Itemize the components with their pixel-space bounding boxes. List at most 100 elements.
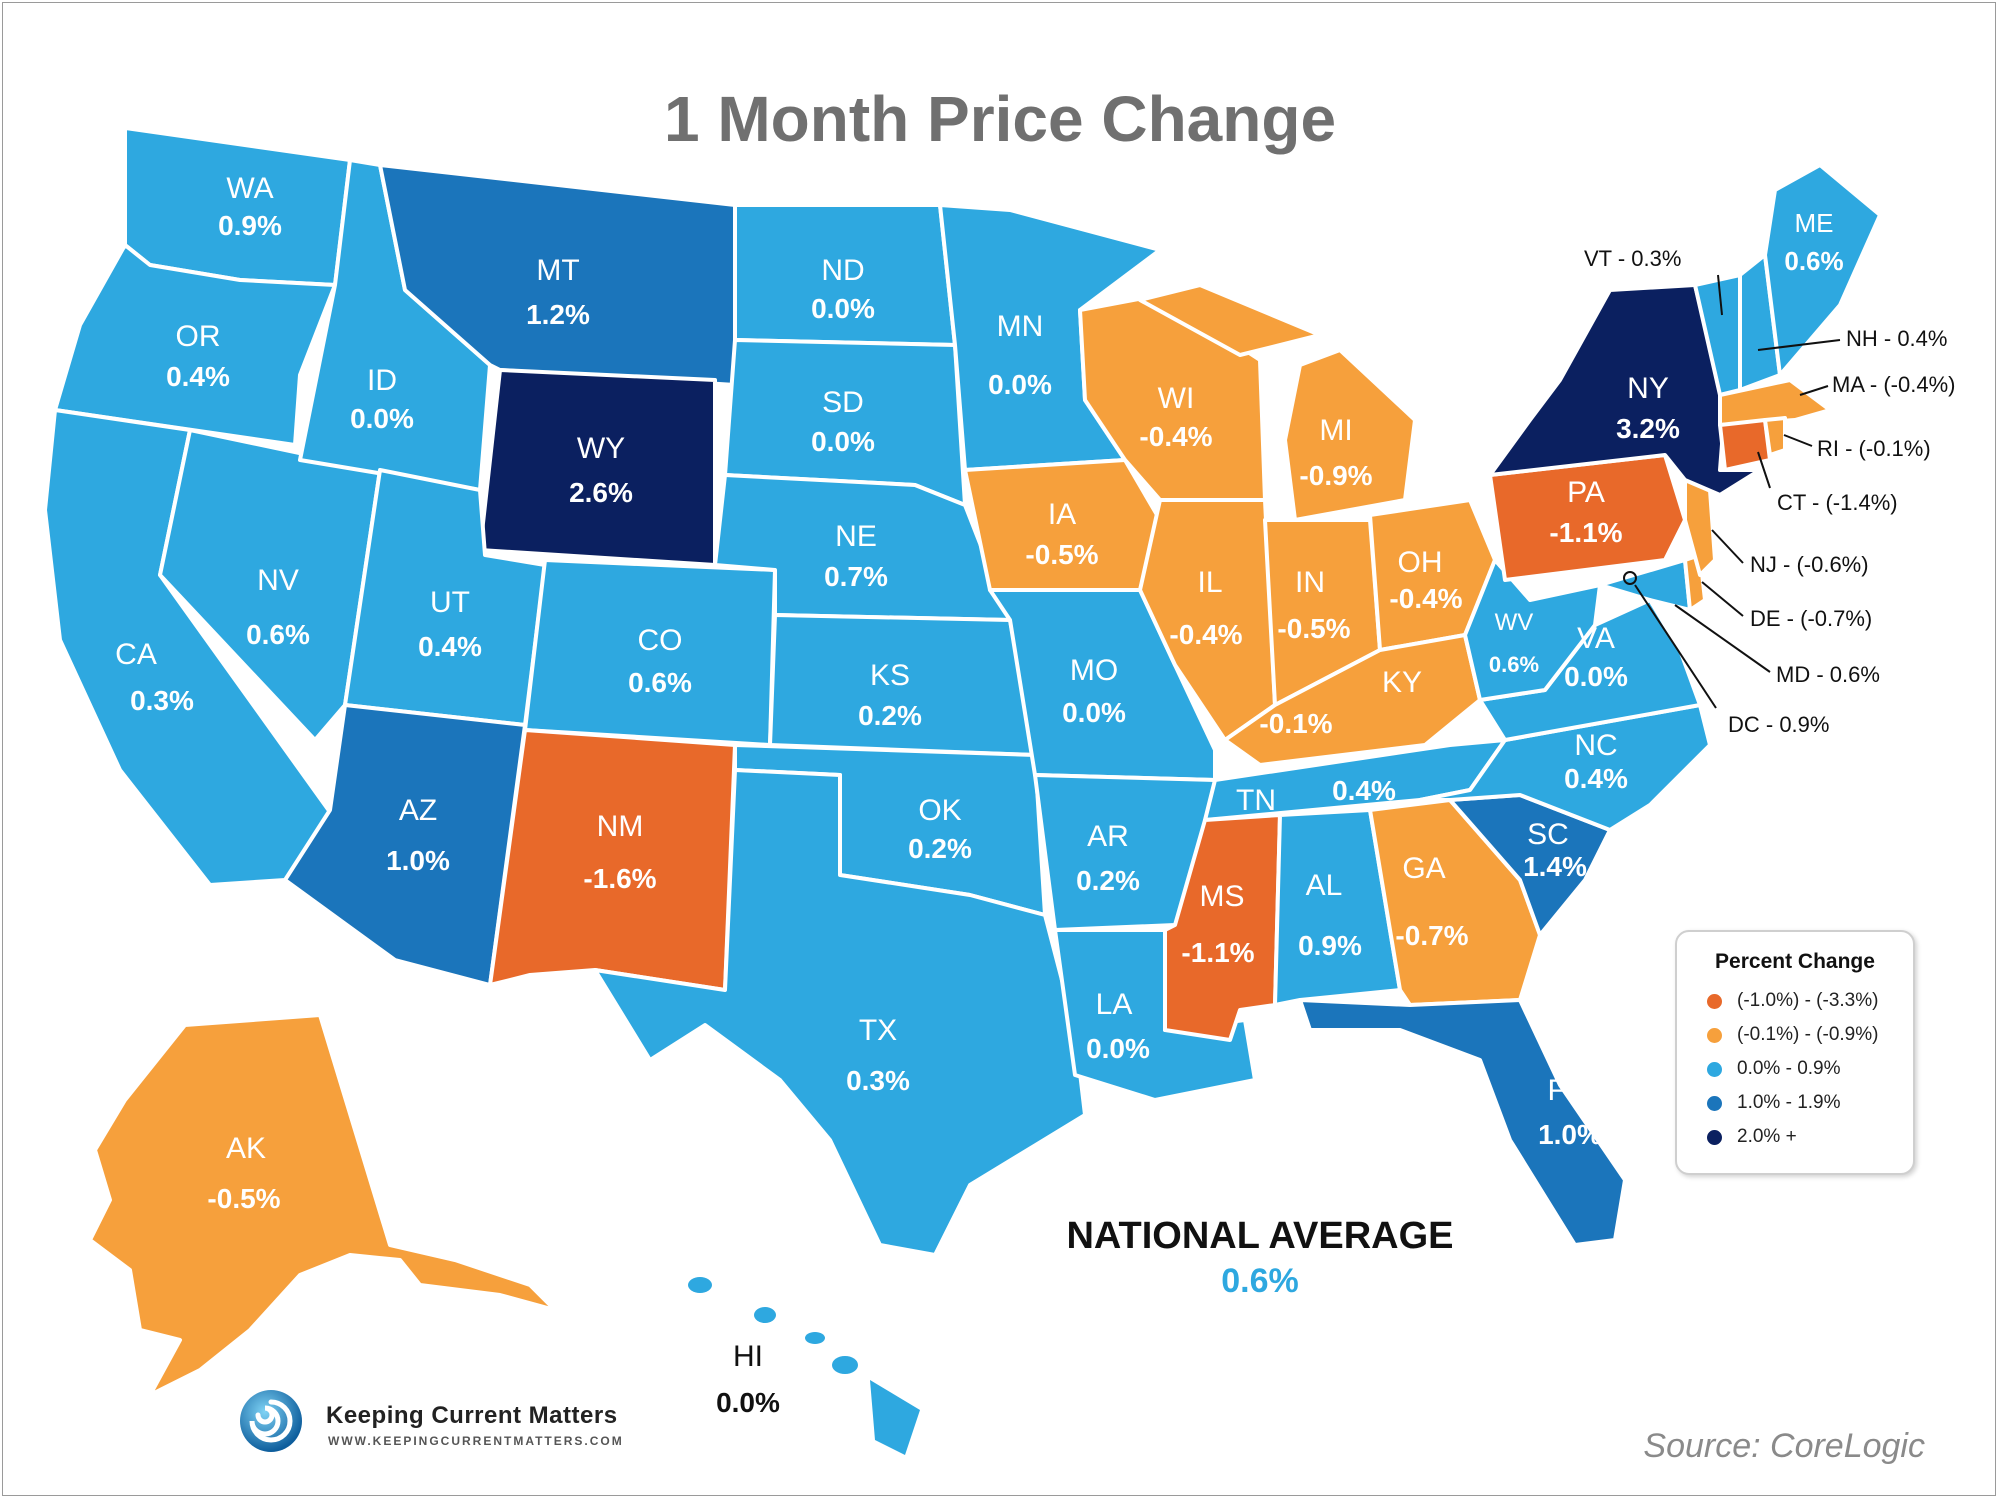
label-nv-value: 0.6% [246,619,310,650]
label-wy-abbr: WY [577,432,625,465]
label-ny-value: 3.2% [1616,413,1680,444]
brand-name: Keeping Current Matters [326,1402,618,1429]
label-tx-abbr: TX [859,1014,897,1047]
state-wy[interactable] [478,368,717,567]
callout-de: DE - (-0.7%) [1750,606,1872,631]
label-la-abbr: LA [1096,988,1133,1021]
label-ks-value: 0.2% [858,700,922,731]
label-oh-value: -0.4% [1389,583,1462,614]
legend-title: Percent Change [1715,950,1875,973]
state-ma[interactable] [1718,378,1832,427]
callout-dc: DC - 0.9% [1728,712,1829,737]
label-mt-value: 1.2% [526,299,590,330]
label-pa-abbr: PA [1567,476,1605,509]
callout-md: MD - 0.6% [1776,662,1880,687]
label-in-abbr: IN [1295,566,1325,599]
label-id-abbr: ID [367,364,397,397]
state-me[interactable] [1763,163,1882,377]
label-or-abbr: OR [176,320,221,353]
state-ak[interactable] [88,1013,557,1397]
label-pa-value: -1.1% [1549,517,1622,548]
label-nv-abbr: NV [257,564,299,597]
state-hi[interactable] [688,1277,920,1455]
legend-swatch [1707,1062,1722,1077]
label-me-value: 0.6% [1784,246,1843,276]
label-al-value: 0.9% [1298,930,1362,961]
legend-label: (-1.0%) - (-3.3%) [1737,990,1879,1011]
label-ga-abbr: GA [1402,852,1445,885]
label-mo-abbr: MO [1070,654,1118,687]
label-mi-value: -0.9% [1299,460,1372,491]
label-wy-value: 2.6% [569,477,633,508]
label-ga-value: -0.7% [1395,920,1468,951]
label-co-abbr: CO [638,624,683,657]
national-average-label: NATIONAL AVERAGE [1066,1215,1454,1257]
callout-nj: NJ - (-0.6%) [1750,552,1869,577]
state-or[interactable] [53,243,337,447]
label-ca-abbr: CA [115,638,157,671]
state-nc[interactable] [1418,703,1712,832]
label-nc-value: 0.4% [1564,763,1628,794]
state-nm[interactable] [488,728,737,992]
legend-swatch [1707,994,1722,1009]
callout-ri: RI - (-0.1%) [1817,436,1931,461]
state-tx[interactable] [593,768,1087,1257]
label-ks-abbr: KS [870,659,910,692]
label-hi-abbr: HI [733,1340,763,1373]
label-wa-value: 0.9% [218,210,282,241]
label-mo-value: 0.0% [1062,697,1126,728]
label-wa-abbr: WA [226,172,273,205]
label-az-value: 1.0% [386,845,450,876]
label-az-abbr: AZ [399,794,437,827]
label-co-value: 0.6% [628,667,692,698]
label-ar-abbr: AR [1087,820,1129,853]
label-ok-value: 0.2% [908,833,972,864]
label-ky-abbr: KY [1382,666,1422,699]
state-al[interactable] [1273,808,1402,1007]
label-wv-value: 0.6% [1489,652,1539,677]
state-mi[interactable] [1138,283,1417,522]
label-ok-abbr: OK [918,794,961,827]
label-ny-abbr: NY [1627,372,1669,405]
label-nm-abbr: NM [597,810,644,843]
state-fl[interactable] [1298,998,1627,1247]
state-wa[interactable] [123,126,352,287]
legend: Percent Change (-1.0%) - (-3.3%) (-0.1%)… [1675,930,1915,1175]
label-fl-abbr: FL [1547,1074,1582,1107]
state-labels: WA 0.9% OR 0.4% CA 0.3% NV 0.6% ID 0.0% … [115,172,1843,1418]
label-ut-abbr: UT [430,586,470,619]
label-mn-value: 0.0% [988,369,1052,400]
legend-swatch [1707,1028,1722,1043]
label-ia-abbr: IA [1048,498,1076,531]
legend-label: (-0.1%) - (-0.9%) [1737,1024,1879,1045]
label-nd-value: 0.0% [811,293,875,324]
state-ct[interactable] [1718,418,1772,472]
label-ne-value: 0.7% [824,561,888,592]
label-nd-abbr: ND [821,254,864,287]
label-tn-abbr: TN [1236,784,1276,817]
brand-logo[interactable]: Keeping Current Matters WWW.KEEPINGCURRE… [238,1388,638,1458]
label-sc-value: 1.4% [1523,851,1587,882]
callout-labels: VT - 0.3% NH - 0.4% MA - (-0.4%) RI - (-… [1584,246,1955,737]
label-ut-value: 0.4% [418,631,482,662]
legend-label: 2.0% + [1737,1126,1797,1147]
label-oh-abbr: OH [1398,546,1443,579]
legend-label: 0.0% - 0.9% [1737,1058,1841,1079]
source-credit: Source: CoreLogic [1643,1427,1925,1465]
state-wv[interactable] [1463,558,1602,702]
label-nc-abbr: NC [1574,729,1617,762]
label-tx-value: 0.3% [846,1065,910,1096]
legend-swatch [1707,1096,1722,1111]
legend-label: 1.0% - 1.9% [1737,1092,1841,1113]
label-mi-abbr: MI [1319,414,1352,447]
label-mn-abbr: MN [997,310,1044,343]
map-title: 1 Month Price Change [663,83,1337,155]
swirl-logo-icon [240,1390,302,1452]
state-ri[interactable] [1763,416,1787,457]
label-sc-abbr: SC [1527,818,1569,851]
callout-leaders [1623,274,1841,709]
label-il-value: -0.4% [1169,619,1242,650]
callout-ma: MA - (-0.4%) [1832,372,1955,397]
